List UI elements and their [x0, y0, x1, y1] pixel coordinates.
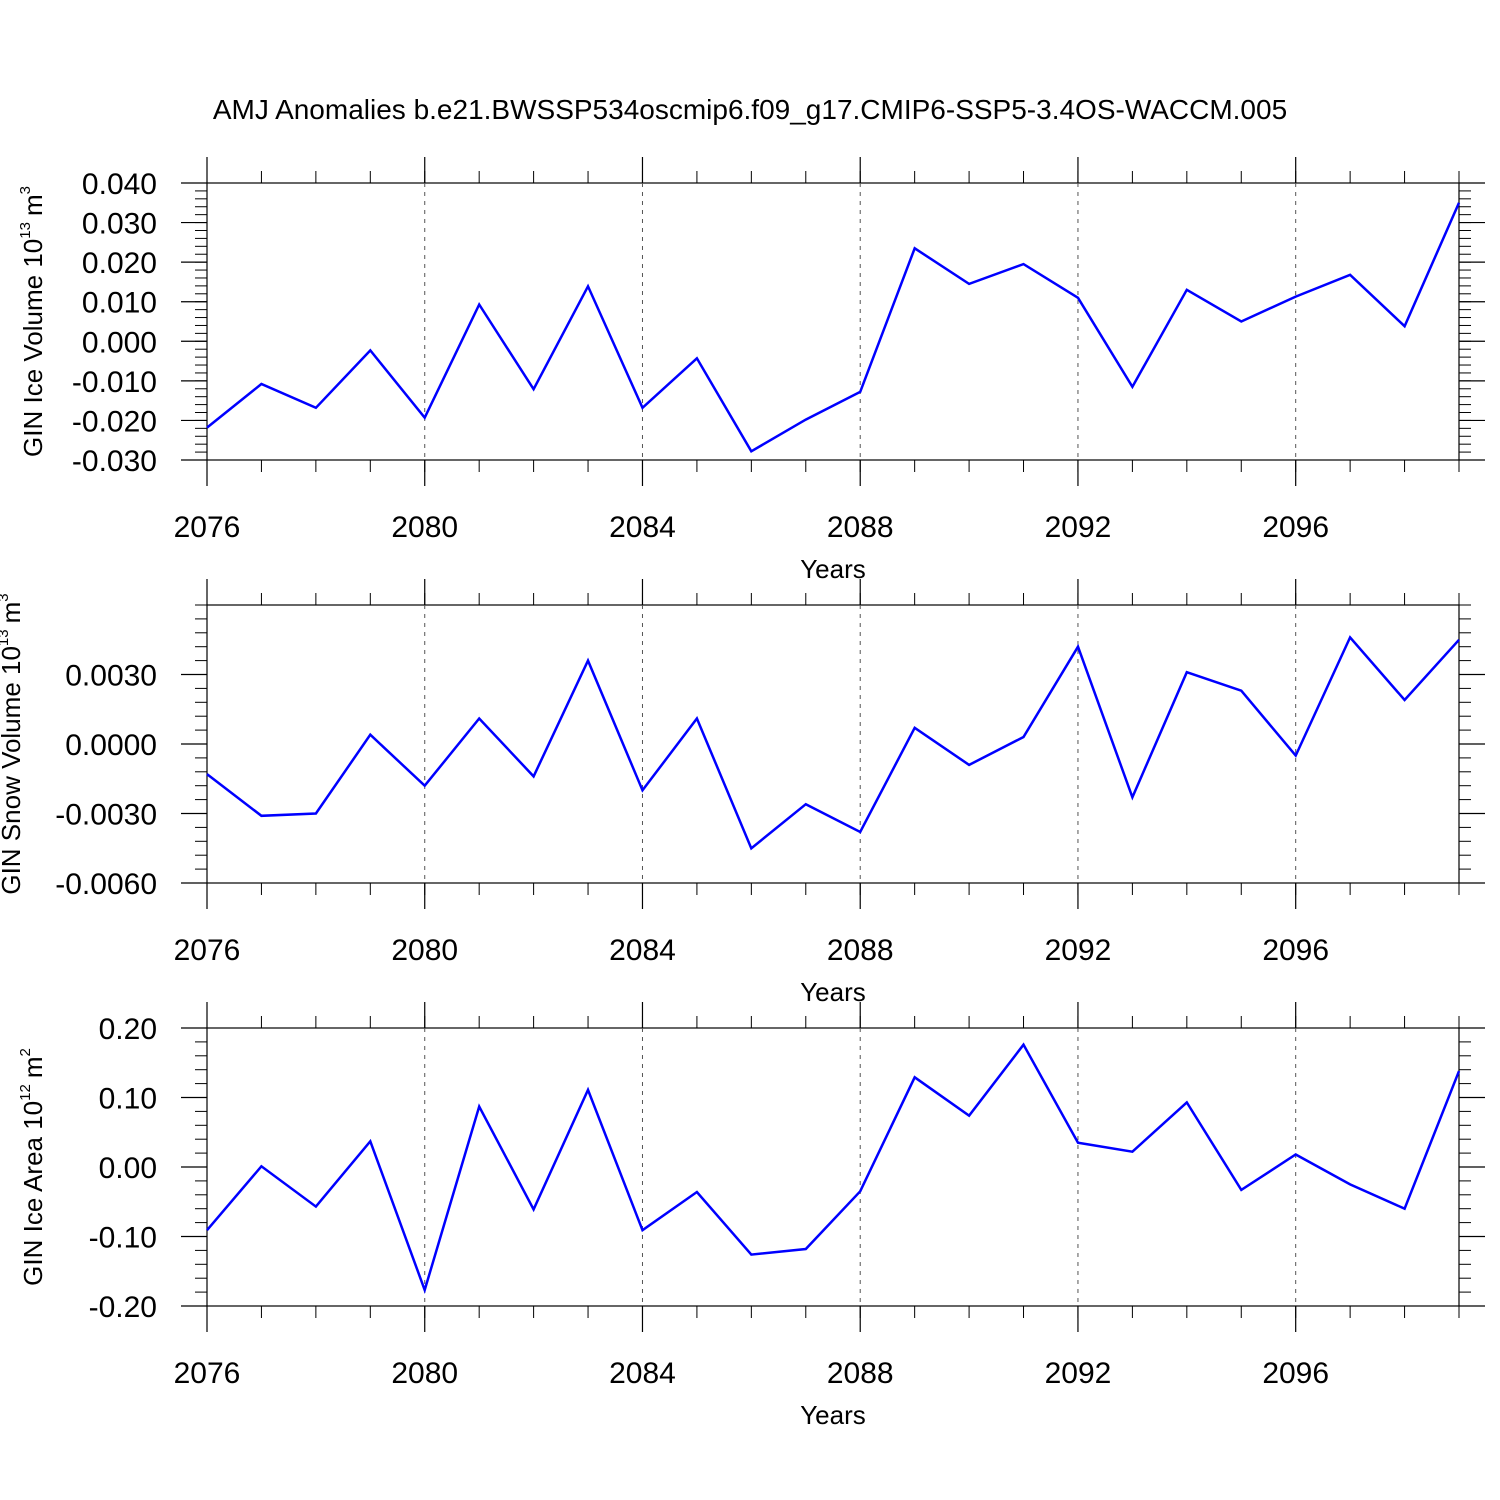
y-tick-label: 0.20 — [99, 1013, 157, 1046]
y-axis-label: GIN Ice Volume 1013 m3 — [17, 186, 48, 457]
panel-1: 2076 2080 2084 2088 2092 2096 -0.030 -0.020 -0.0… — [17, 157, 1485, 584]
y-tick-label: -0.0030 — [55, 799, 157, 832]
y-tick-label: -0.010 — [72, 366, 157, 399]
x-tick-label: 2084 — [609, 934, 676, 967]
x-tick-label: 2076 — [174, 511, 241, 544]
series-line — [206, 1042, 1461, 1294]
y-tick-label: -0.20 — [89, 1291, 157, 1324]
x-tick-label: 2084 — [609, 1357, 676, 1390]
y-axis-label: GIN Ice Area 1012 m2 — [17, 1048, 48, 1286]
x-tick-label: 2096 — [1262, 1357, 1329, 1390]
y-axis-label-unit-exponent: 3 — [0, 593, 12, 601]
y-tick-label: -0.10 — [89, 1222, 157, 1255]
y-axis-label-unit: m — [18, 1057, 48, 1079]
y-tick-label: 0.030 — [82, 208, 157, 241]
x-tick-label: 2096 — [1262, 934, 1329, 967]
plot-frame — [206, 182, 1460, 461]
y-axis-label-unit: m — [18, 194, 48, 216]
y-axis-label-unit-exponent: 2 — [17, 1048, 34, 1056]
x-tick-label: 2088 — [827, 934, 894, 967]
x-tick-label: 2080 — [391, 934, 458, 967]
x-tick-label: 2088 — [827, 1357, 894, 1390]
y-tick-label: 0.0000 — [65, 729, 157, 762]
y-axis-label-exponent: 13 — [0, 629, 12, 646]
x-tick-label: 2080 — [391, 1357, 458, 1390]
panel-3: 2076 2080 2084 2088 2092 2096 -0.20 -0.10 0.00 0.… — [17, 1002, 1485, 1430]
y-tick-label: 0.00 — [99, 1152, 157, 1185]
x-axis-label: Years — [800, 554, 866, 584]
y-tick-label: 0.0030 — [65, 660, 157, 693]
y-tick-label: -0.0060 — [55, 868, 157, 901]
x-tick-label: 2092 — [1045, 934, 1112, 967]
x-tick-label: 2096 — [1262, 511, 1329, 544]
y-tick-label: 0.10 — [99, 1083, 157, 1116]
x-tick-label: 2076 — [174, 934, 241, 967]
y-axis-label-text: GIN Ice Area 10 — [18, 1101, 48, 1286]
series-line — [206, 635, 1460, 851]
y-axis-label: GIN Snow Volume 1013 m3 — [0, 593, 26, 894]
y-tick-label: -0.030 — [72, 445, 157, 478]
y-tick-label: 0.000 — [82, 326, 157, 359]
y-axis-label-exponent: 13 — [17, 222, 34, 239]
x-tick-label: 2088 — [827, 511, 894, 544]
x-tick-label: 2076 — [174, 1357, 241, 1390]
panel-2: 2076 2080 2084 2088 2092 2096 -0.0060 -0.0030 0.… — [0, 579, 1485, 1007]
y-tick-label: 0.010 — [82, 287, 157, 320]
y-axis-label-text: GIN Ice Volume 10 — [18, 239, 48, 457]
y-tick-label: -0.020 — [72, 405, 157, 438]
y-axis-label-unit-exponent: 3 — [17, 186, 34, 194]
series-line — [206, 202, 1461, 454]
x-axis-label: Years — [800, 1400, 866, 1430]
x-tick-label: 2084 — [609, 511, 676, 544]
plot-frame — [206, 604, 1460, 884]
y-axis-label-unit: m — [0, 602, 26, 624]
plot-frame — [206, 1027, 1460, 1307]
y-tick-label: 0.020 — [82, 247, 157, 280]
chart-title: AMJ Anomalies b.e21.BWSSP534oscmip6.f09_… — [213, 94, 1287, 125]
y-tick-label: 0.040 — [82, 168, 157, 201]
x-tick-label: 2080 — [391, 511, 458, 544]
x-tick-label: 2092 — [1045, 1357, 1112, 1390]
x-tick-label: 2092 — [1045, 511, 1112, 544]
x-axis-label: Years — [800, 977, 866, 1007]
y-axis-label-text: GIN Snow Volume 10 — [0, 646, 26, 895]
panels: 2076 2080 2084 2088 2092 2096 -0.030 -0.020 -0.0… — [0, 157, 1485, 1430]
y-axis-label-exponent: 12 — [17, 1084, 34, 1101]
